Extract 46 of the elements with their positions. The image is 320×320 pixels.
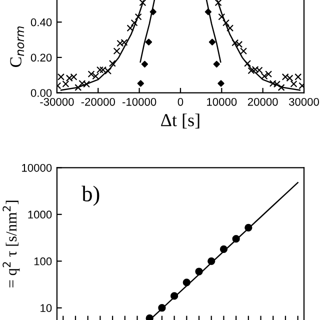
- point: [126, 24, 134, 32]
- point: [240, 48, 248, 55]
- point: [244, 60, 252, 67]
- point: [222, 19, 230, 26]
- x-tick-label: -10000: [122, 98, 156, 106]
- x-tick-label: 10000: [207, 98, 237, 106]
- point: [213, 60, 220, 68]
- point: [269, 80, 276, 87]
- point: [226, 24, 234, 32]
- y-tick-label: 10: [40, 304, 52, 312]
- y-axis-title: C$_{norm}$: [10, 26, 24, 67]
- point: [218, 13, 226, 20]
- point: [141, 60, 148, 68]
- point: [232, 39, 239, 46]
- point: [236, 40, 243, 48]
- point: [145, 38, 152, 46]
- y-axis-title: = q$^{2}$ τ [s/nm$^{2}$]: [2, 200, 20, 288]
- point: [208, 38, 216, 46]
- point: [278, 84, 285, 91]
- x-tick-label: -20000: [81, 98, 115, 106]
- point: [218, 80, 224, 87]
- x-axis-title: Δt [s]: [161, 114, 200, 129]
- point: [113, 48, 120, 55]
- point: [74, 84, 82, 91]
- point: [134, 13, 142, 20]
- y-tick-label: 0.40: [30, 18, 52, 26]
- point: [139, 0, 146, 6]
- annotation: b): [82, 186, 100, 206]
- point: [214, 0, 222, 6]
- y-tick-label: 10000: [22, 164, 52, 172]
- x-tick-label: -30000: [40, 98, 74, 106]
- point: [273, 80, 280, 88]
- point: [252, 66, 259, 73]
- point: [146, 314, 154, 320]
- y-tick-label: 1000: [28, 210, 52, 219]
- point: [116, 40, 124, 47]
- y-tick-label: 0.00: [30, 89, 52, 97]
- point: [137, 80, 144, 87]
- x-tick-label: 30000: [288, 98, 320, 106]
- x-tick-label: 20000: [248, 98, 278, 106]
- point: [130, 19, 138, 26]
- y-tick-label: 0.20: [30, 54, 52, 62]
- x-tick-label: 0: [178, 98, 184, 106]
- point: [108, 60, 116, 67]
- y-tick-label: 100: [34, 257, 52, 266]
- point: [120, 38, 128, 46]
